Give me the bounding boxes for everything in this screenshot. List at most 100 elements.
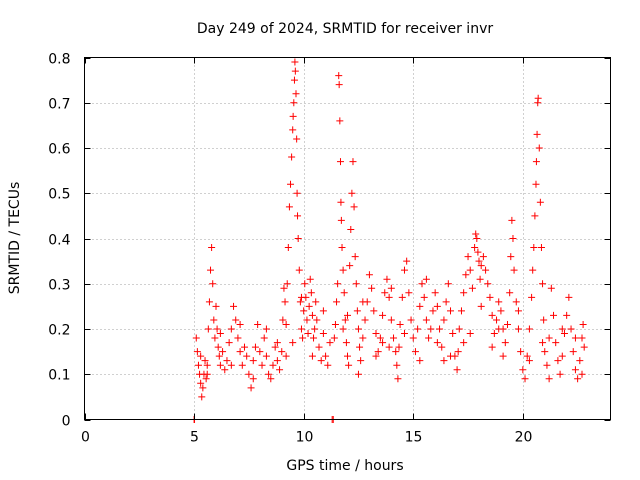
- data-point: [276, 366, 284, 374]
- data-point: [508, 216, 516, 224]
- data-point: [541, 348, 549, 356]
- data-point: [455, 325, 463, 333]
- data-point: [385, 293, 393, 301]
- data-point: [535, 144, 543, 152]
- data-point: [442, 298, 450, 306]
- data-point: [454, 348, 462, 356]
- data-point: [337, 216, 345, 224]
- data-point: [476, 275, 484, 283]
- data-point: [466, 330, 474, 338]
- data-point: [347, 225, 355, 233]
- data-point: [484, 280, 492, 288]
- data-point: [387, 284, 395, 292]
- data-point: [227, 361, 235, 369]
- data-point: [291, 67, 299, 75]
- data-point: [296, 298, 304, 306]
- data-point: [304, 330, 312, 338]
- data-point: [350, 203, 358, 211]
- data-point: [466, 266, 474, 274]
- data-point: [576, 357, 584, 365]
- data-point: [398, 293, 406, 301]
- data-point: [315, 343, 323, 351]
- data-point: [372, 352, 380, 360]
- data-point: [381, 289, 389, 297]
- data-point: [394, 375, 402, 383]
- data-point: [267, 375, 275, 383]
- data-point: [425, 334, 433, 342]
- data-point: [495, 298, 503, 306]
- data-point: [440, 316, 448, 324]
- data-point: [340, 289, 348, 297]
- data-point: [569, 348, 577, 356]
- data-points: [190, 58, 588, 423]
- data-point: [193, 348, 201, 356]
- data-point: [556, 370, 564, 378]
- data-point: [579, 320, 587, 328]
- data-point: [563, 311, 571, 319]
- data-point: [420, 293, 428, 301]
- data-point: [247, 384, 255, 392]
- data-point: [444, 280, 452, 288]
- x-tick-label: 10: [296, 430, 314, 446]
- data-point: [291, 58, 299, 66]
- data-point: [273, 357, 281, 365]
- data-point: [284, 244, 292, 252]
- data-point: [243, 352, 251, 360]
- data-point: [368, 284, 376, 292]
- data-point: [319, 307, 327, 315]
- data-point: [265, 370, 273, 378]
- data-point: [482, 266, 490, 274]
- data-point: [245, 370, 253, 378]
- data-point: [283, 280, 291, 288]
- data-point: [359, 334, 367, 342]
- data-point: [409, 334, 417, 342]
- data-point: [436, 325, 444, 333]
- data-point: [422, 316, 430, 324]
- data-point: [558, 352, 566, 360]
- data-point: [279, 316, 287, 324]
- x-tick-label: 20: [515, 430, 533, 446]
- data-point: [395, 343, 403, 351]
- data-point: [197, 352, 205, 360]
- data-point: [201, 357, 209, 365]
- data-point: [460, 289, 468, 297]
- data-point: [379, 339, 387, 347]
- data-point: [336, 117, 344, 125]
- data-point: [271, 343, 279, 351]
- data-point: [453, 366, 461, 374]
- data-point: [213, 325, 221, 333]
- data-point: [356, 343, 364, 351]
- data-point: [215, 352, 223, 360]
- data-point: [305, 302, 313, 310]
- data-point: [475, 257, 483, 265]
- y-tick-label: 0.1: [48, 368, 70, 384]
- data-point: [438, 343, 446, 351]
- data-point: [529, 266, 537, 274]
- data-point: [285, 203, 293, 211]
- data-point: [396, 320, 404, 328]
- data-point: [303, 316, 311, 324]
- data-point: [440, 357, 448, 365]
- data-point: [407, 316, 415, 324]
- data-point: [290, 99, 298, 107]
- data-point: [473, 235, 481, 242]
- data-point: [545, 375, 553, 383]
- data-point: [519, 366, 527, 374]
- chart-title: Day 249 of 2024, SRMTID for receiver inv…: [197, 21, 493, 37]
- x-tick-label: 0: [81, 430, 90, 446]
- data-point: [310, 334, 318, 342]
- data-point: [353, 307, 361, 315]
- data-point: [392, 348, 400, 356]
- data-point: [227, 325, 235, 333]
- data-point: [339, 266, 347, 274]
- data-point: [269, 361, 277, 369]
- y-tick-label: 0.5: [48, 187, 70, 203]
- data-point: [528, 293, 536, 301]
- data-point: [414, 325, 422, 333]
- data-point: [447, 307, 455, 315]
- data-point: [390, 334, 398, 342]
- y-tick-label: 0.6: [48, 142, 70, 158]
- data-point: [537, 244, 545, 252]
- data-point: [462, 271, 470, 279]
- data-point: [387, 316, 395, 324]
